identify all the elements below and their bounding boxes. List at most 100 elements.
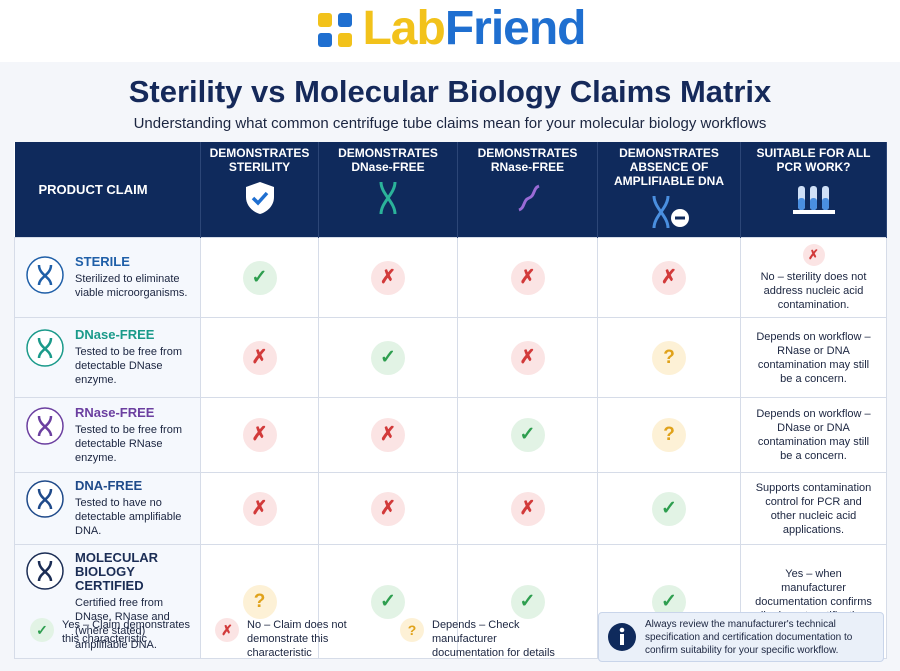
claim-wrap: RNase-FREE Tested to be free from detecta… <box>25 404 194 465</box>
column-header-text: DEMONSTRATES STERILITY <box>209 146 310 174</box>
info-text: Always review the manufacturer's technic… <box>645 618 853 656</box>
status-cell: ✗ <box>457 237 598 318</box>
status-cell: ✗ <box>597 237 741 318</box>
claim-description: Tested to be free from detectable DNase … <box>75 346 182 386</box>
suitability-cell: Depends on workflow – DNase or DNA conta… <box>740 397 887 473</box>
claim-icon <box>25 551 65 595</box>
claim-cell: MOLECULAR BIOLOGY CERTIFIED Certified fre… <box>14 544 201 659</box>
claim-description: Sterilized to eliminate viable microorga… <box>75 273 188 299</box>
column-header: DEMONSTRATES ABSENCE OF AMPLIFIABLE DNA <box>597 142 741 238</box>
status-mark: ? <box>242 584 277 619</box>
claim-icon <box>25 406 65 450</box>
status-mark: ✗ <box>510 260 545 295</box>
status-mark: ✓ <box>652 491 686 526</box>
status-mark: ✗ <box>371 418 405 452</box>
status-mark: ? <box>652 418 686 452</box>
column-icon <box>207 180 312 219</box>
status-cell: ✗ <box>200 397 319 473</box>
claim-text: DNase-FREE Tested to be free from detecta… <box>75 328 194 387</box>
info-icon <box>608 623 636 651</box>
legend-item: ✓ Yes – Claim demonstrates this character… <box>30 618 195 660</box>
status-cell: ? <box>597 317 741 398</box>
claims-table: PRODUCT CLAIM DEMONSTRATES STERILITY DEMON… <box>14 142 887 659</box>
claim-text: STERILE Sterilized to eliminate viable mi… <box>75 255 194 300</box>
suitability-text: No – sterility does not address nucleic … <box>760 270 867 311</box>
column-header-text: SUITABLE FOR ALL PCR WORK? <box>756 146 871 174</box>
suitability-cell: Supports contamination control for PCR a… <box>740 472 887 545</box>
claim-wrap: DNA-FREE Tested to have no detectable amp… <box>25 479 194 538</box>
claim-cell: DNase-FREE Tested to be free from detecta… <box>14 317 201 398</box>
column-icon <box>464 180 591 219</box>
claim-row: RNase-FREE Tested to be free from detecta… <box>14 397 887 473</box>
status-cell: ✓ <box>318 317 458 398</box>
status-mark: ✓ <box>371 340 405 375</box>
status-cell: ✗ <box>457 472 598 545</box>
status-mark: ✓ <box>371 584 405 619</box>
status-mark: ✗ <box>802 243 825 266</box>
suitability-text: Depends on workflow – RNase or DNA conta… <box>756 330 871 385</box>
status-mark: ✓ <box>242 260 277 295</box>
column-icon <box>747 180 880 219</box>
column-header: DEMONSTRATES RNase-FREE <box>457 142 598 238</box>
status-cell: ✓ <box>200 237 319 318</box>
suitability-cell: Depends on workflow – RNase or DNA conta… <box>740 317 887 398</box>
column-header: DEMONSTRATES STERILITY <box>200 142 319 238</box>
claim-wrap: MOLECULAR BIOLOGY CERTIFIED Certified fre… <box>25 551 194 652</box>
status-cell: ✗ <box>200 317 319 398</box>
column-header-text: DEMONSTRATES RNase-FREE <box>477 146 578 174</box>
status-mark: ✓ <box>30 618 54 642</box>
claim-name: DNA-FREE <box>75 478 143 493</box>
status-mark: ✗ <box>510 491 545 526</box>
claim-description: Tested to be free from detectable RNase … <box>75 423 182 464</box>
suitability-cell: ✗ No – sterility does not address nucleic… <box>740 237 887 318</box>
column-header-text: PRODUCT CLAIM <box>38 182 148 197</box>
claim-row: DNase-FREE Tested to be free from detecta… <box>14 317 887 398</box>
header-row: PRODUCT CLAIM DEMONSTRATES STERILITY DEMON… <box>14 142 887 238</box>
claim-name: RNase-FREE <box>75 404 155 420</box>
status-cell: ? <box>597 397 741 473</box>
title: Sterility vs Molecular Biology Claims Ma… <box>128 74 772 109</box>
status-mark: ✗ <box>371 491 405 526</box>
status-cell: ✗ <box>457 317 598 398</box>
claim-name: MOLECULAR BIOLOGY CERTIFIED <box>75 550 159 593</box>
column-header-text: DEMONSTRATES ABSENCE OF AMPLIFIABLE DNA <box>614 146 724 188</box>
status-cell: ✗ <box>318 237 458 318</box>
legend-item: ✗ No – Claim does not demonstrate this ch… <box>215 618 380 660</box>
claim-name: STERILE <box>75 254 130 269</box>
legend: ✓ Yes – Claim demonstrates this character… <box>30 618 565 660</box>
logo-part: Lab <box>362 2 445 55</box>
status-mark: ✓ <box>510 418 545 452</box>
status-cell: ✗ <box>318 397 458 473</box>
claim-wrap: STERILE Sterilized to eliminate viable mi… <box>25 255 194 300</box>
claim-cell: STERILE Sterilized to eliminate viable mi… <box>14 237 201 318</box>
claim-description: Tested to have no detectable amplifiable… <box>75 497 182 537</box>
status-cell: ✓ <box>318 544 458 659</box>
status-cell: ✓ <box>457 397 598 473</box>
claim-description: Certified free from DNase, RNase and (wh… <box>75 597 170 651</box>
column-icon <box>325 180 451 219</box>
logo-icon <box>318 13 353 48</box>
claim-icon <box>25 479 65 523</box>
status-mark: ✗ <box>510 340 545 375</box>
status-mark: ? <box>652 340 686 375</box>
status-mark: ✗ <box>215 618 239 642</box>
claim-text: DNA-FREE Tested to have no detectable amp… <box>75 479 194 538</box>
column-header-text: DEMONSTRATES DNase-FREE <box>338 146 438 174</box>
status-mark: ✗ <box>242 340 277 375</box>
claim-cell: DNA-FREE Tested to have no detectable amp… <box>14 472 201 545</box>
claim-text: RNase-FREE Tested to be free from detecta… <box>75 404 194 465</box>
claim-name: DNase-FREE <box>75 327 155 342</box>
claim-text: MOLECULAR BIOLOGY CERTIFIED Certified fre… <box>75 551 194 652</box>
status-cell: ✓ <box>457 544 598 659</box>
column-icon <box>604 194 734 233</box>
status-mark: ? <box>400 618 424 642</box>
status-mark: ✓ <box>510 584 545 619</box>
status-mark: ✗ <box>242 491 277 526</box>
column-header: DEMONSTRATES DNase-FREE <box>318 142 458 238</box>
claim-cell: RNase-FREE Tested to be free from detecta… <box>14 397 201 473</box>
claim-row: DNA-FREE Tested to have no detectable amp… <box>14 472 887 545</box>
status-cell: ✓ <box>597 472 741 545</box>
subtitle: Understanding what common centrifuge tub… <box>133 115 767 132</box>
status-mark: ✗ <box>652 260 686 295</box>
